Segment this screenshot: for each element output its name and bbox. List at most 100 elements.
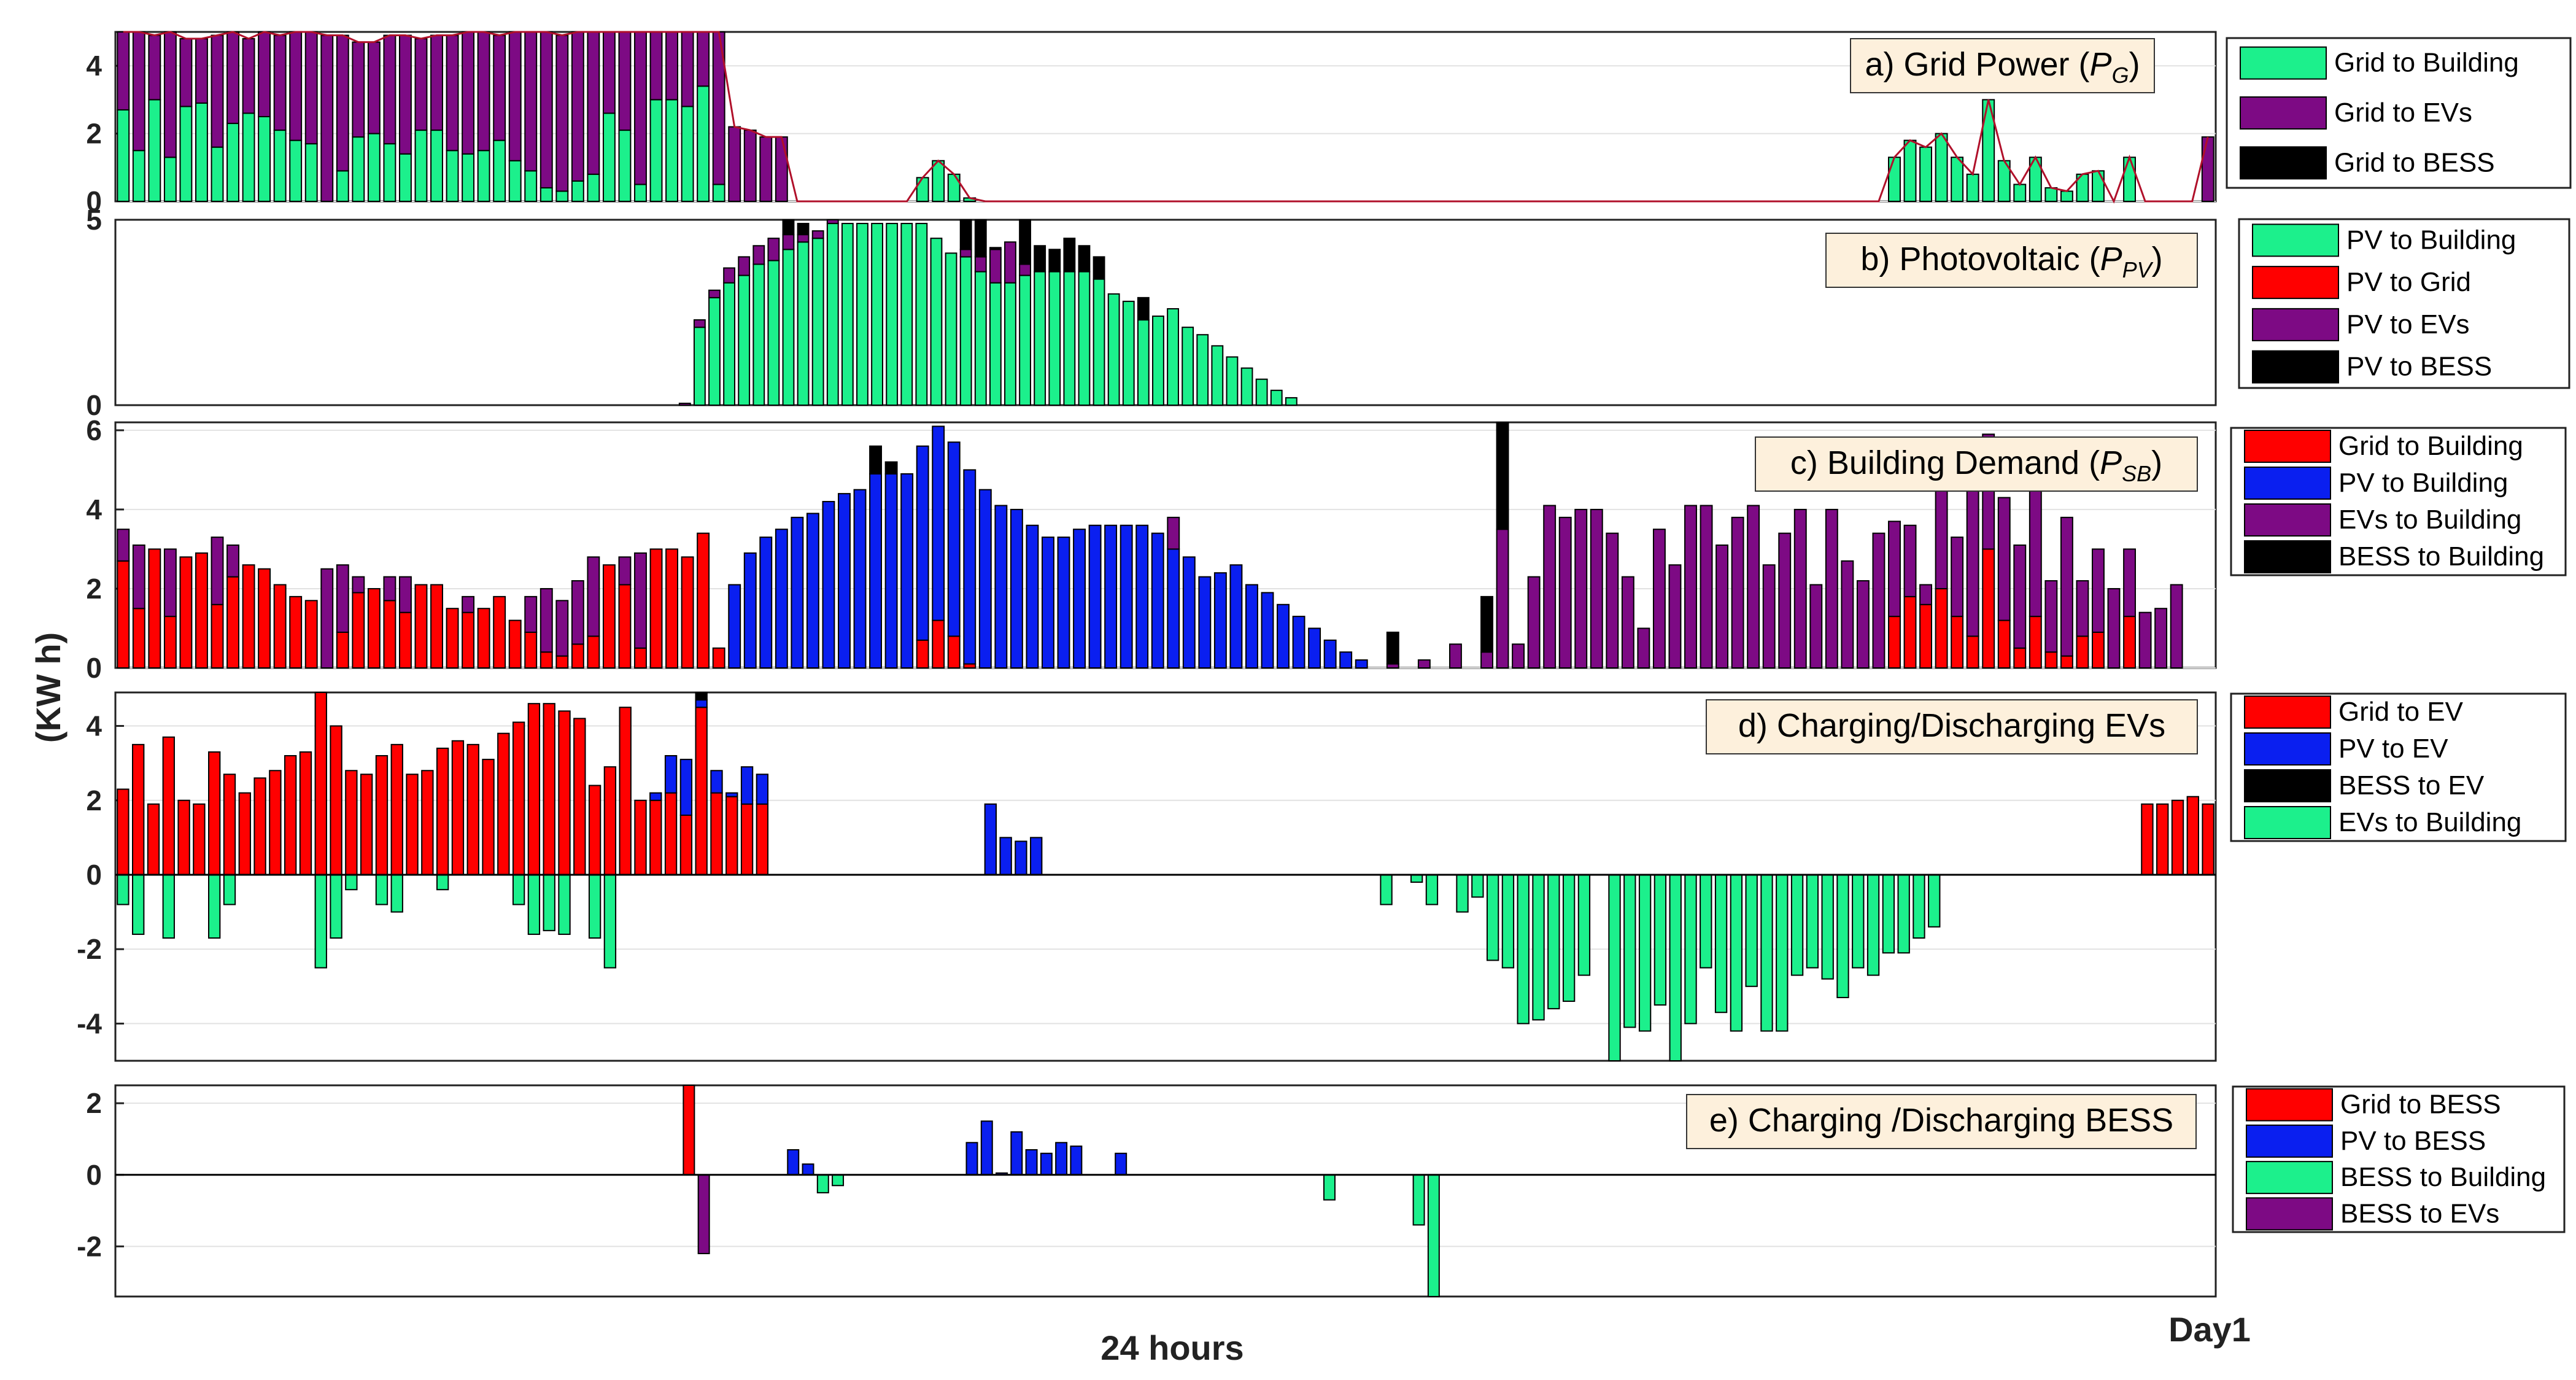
x-tick-label-day1: Day1 — [2168, 1310, 2251, 1349]
bar-evs-to-building — [462, 595, 475, 613]
bar-pv-to-building — [708, 297, 721, 406]
bar-pv-to-bess — [1078, 245, 1091, 273]
bar-evs-to-building — [1621, 576, 1634, 669]
bar-pv-to-bess — [1070, 1145, 1083, 1176]
y-tick-label: 0 — [86, 389, 102, 421]
bar-evs-to-building — [1836, 874, 1849, 998]
panel-title-box — [1755, 436, 2198, 492]
bar-grid-to-evs — [211, 34, 224, 148]
bar-grid-to-ev — [345, 770, 358, 875]
bar-grid-to-evs — [179, 38, 193, 107]
bar-pv-to-bess — [980, 1120, 993, 1176]
panel-title-box — [1706, 699, 2198, 754]
bar-grid-to-building — [477, 608, 490, 669]
legend-label-evs-to-building: EVs to Building — [2338, 807, 2521, 837]
bar-grid-to-evs — [587, 31, 600, 175]
bar-evs-to-building — [2044, 580, 2058, 653]
bar-pv-to-building — [959, 256, 972, 406]
bar-evs-to-building — [1684, 505, 1697, 669]
bar-evs-to-building — [336, 564, 349, 633]
bar-pv-to-evs — [752, 245, 765, 265]
bar-pv-to-building — [1057, 537, 1070, 669]
bar-pv-to-building — [900, 473, 914, 669]
bar-grid-to-ev — [2156, 803, 2169, 875]
bar-pv-to-building — [1019, 274, 1031, 406]
bar-evs-to-building — [558, 874, 571, 935]
legend-swatch-grid-to-bess — [2246, 1088, 2333, 1122]
bar-grid-to-building — [649, 99, 663, 202]
legend-swatch-pv-to-ev — [2244, 732, 2331, 766]
bar-pv-to-building — [947, 441, 961, 637]
bar-grid-to-building — [289, 595, 303, 669]
bar-grid-to-building — [367, 587, 381, 669]
bar-evs-to-building — [1654, 874, 1667, 1006]
bar-evs-to-building — [2076, 580, 2089, 637]
bar-evs-to-building — [208, 874, 221, 939]
bar-pv-to-building — [853, 489, 867, 669]
bar-pv-to-building — [806, 513, 819, 669]
bar-grid-to-ev — [634, 799, 647, 875]
bar-evs-to-building — [226, 545, 239, 578]
legend-swatch-pv-to-evs — [2252, 308, 2339, 341]
bar-grid-to-building — [587, 173, 600, 202]
bar-evs-to-building — [163, 548, 177, 618]
bar-evs-to-building — [1856, 580, 1870, 669]
bar-grid-to-building — [1919, 146, 1933, 202]
bar-pv-to-building — [1323, 639, 1337, 669]
bar-pv-to-building — [1229, 564, 1243, 669]
bar-pv-to-building — [782, 249, 795, 406]
bar-grid-to-building — [540, 187, 553, 203]
bar-evs-to-building — [1543, 505, 1557, 669]
bar-evs-to-building — [524, 595, 538, 633]
bar-pv-to-building — [994, 505, 1008, 669]
legend-swatch-pv-to-building — [2252, 223, 2339, 257]
bar-evs-to-building — [1809, 584, 1823, 669]
bar-evs-to-building — [1745, 874, 1758, 987]
bar-pv-to-building — [974, 271, 987, 406]
legend: Grid to Building PV to Building EVs to Bui… — [2230, 427, 2567, 576]
bar-pv-to-building — [1240, 367, 1253, 406]
legend-swatch-pv-to-bess — [2252, 350, 2339, 384]
bar-grid-to-ev — [573, 718, 586, 875]
bar-pv-to-building — [886, 223, 899, 406]
bar-evs-to-building — [603, 874, 617, 969]
y-tick-label: 2 — [86, 118, 102, 150]
bar-grid-to-building — [681, 106, 694, 202]
bar-pv-to-building — [1285, 397, 1298, 406]
panels: 024 a) Grid Power (PG) Grid to BuildingGri… — [77, 31, 2572, 1298]
bar-pv-to-evs — [782, 234, 795, 250]
bar-pv-to-building — [916, 445, 929, 641]
bar-evs-to-building — [1790, 874, 1804, 976]
panel-title: e) Charging /Discharging BESS — [1709, 1102, 2173, 1139]
bar-evs-to-building — [162, 874, 175, 939]
bar-grid-to-building — [2092, 170, 2105, 203]
bar-grid-to-building — [242, 112, 255, 202]
bar-grid-to-building — [414, 130, 428, 202]
bar-grid-to-building — [602, 564, 616, 669]
bar-evs-to-building — [1928, 874, 1941, 928]
bar-grid-to-building — [2123, 616, 2136, 669]
bar-grid-to-evs — [571, 31, 584, 182]
panel-title: c) Building Demand (PSB) — [1790, 444, 2162, 486]
bar-grid-to-building — [430, 584, 443, 669]
bar-grid-to-building — [414, 584, 428, 669]
bar-grid-to-evs — [163, 31, 177, 158]
bar-pv-to-ev — [984, 803, 997, 875]
bar-evs-to-building — [1776, 874, 1789, 1032]
bar-grid-to-evs — [555, 34, 569, 192]
bar-grid-to-ev — [284, 755, 297, 875]
bar-bess-to-building — [869, 445, 883, 475]
bar-pv-to-bess — [1137, 297, 1150, 321]
bar-grid-to-ev — [223, 773, 236, 875]
bar-evs-to-building — [1512, 643, 1525, 669]
bar-grid-to-ev — [299, 751, 312, 875]
bar-grid-to-building — [634, 647, 647, 669]
bar-grid-to-evs — [618, 31, 632, 131]
bar-evs-to-building — [1590, 508, 1603, 669]
bar-evs-to-building — [543, 874, 555, 931]
bar-pv-to-evs — [974, 256, 987, 273]
bar-pv-to-evs — [959, 249, 972, 258]
bar-evs-to-building — [512, 874, 525, 905]
bar-grid-to-building — [916, 639, 929, 669]
y-tick-label: 5 — [86, 204, 102, 236]
